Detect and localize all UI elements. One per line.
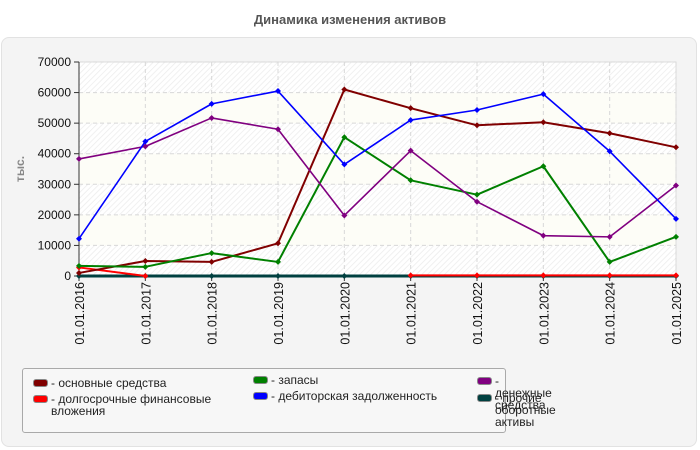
legend-items: - основные средства - долгосрочные финанс… bbox=[22, 368, 556, 433]
y-tick-label: 0 bbox=[64, 269, 71, 283]
x-tick-label: 01.01.2021 bbox=[405, 282, 419, 345]
plot-band bbox=[79, 92, 676, 124]
series-4 bbox=[76, 114, 679, 240]
legend-swatch-icon bbox=[477, 394, 492, 402]
plot-band bbox=[79, 62, 676, 93]
legend-label: - запасы bbox=[271, 373, 319, 387]
legend-label: - долгосрочные финансовые вложения bbox=[51, 392, 212, 418]
line-chart: 0 10000 20000 30000 40000 50000 60000 70000 тыс.… bbox=[13, 55, 684, 345]
legend-item: - запасы bbox=[253, 374, 318, 386]
y-tick-label: 10000 bbox=[38, 238, 72, 252]
legend-label: - прочие оборотные активы bbox=[495, 391, 556, 429]
y-tick-label: 30000 bbox=[38, 177, 72, 191]
legend-item: - денежные средства bbox=[477, 375, 552, 411]
plot-band bbox=[79, 214, 676, 246]
legend-item: - основные средства bbox=[33, 377, 166, 389]
legend-label: - денежные средства bbox=[495, 374, 552, 412]
legend bbox=[22, 368, 506, 433]
legend-swatch-icon bbox=[33, 379, 48, 387]
x-tick-label: 01.01.2022 bbox=[471, 282, 485, 345]
legend-swatch-icon bbox=[253, 392, 268, 400]
legend-swatch-icon bbox=[33, 395, 48, 403]
x-tick-label: 01.01.2024 bbox=[604, 282, 618, 345]
series-0 bbox=[76, 86, 679, 276]
legend-item: - прочие оборотные активы bbox=[477, 392, 556, 428]
legend-item: - долгосрочные финансовые вложения bbox=[33, 393, 211, 417]
chart-title: Динамика изменения активов bbox=[253, 12, 447, 27]
y-tick-label: 20000 bbox=[38, 208, 72, 222]
legend-swatch-icon bbox=[477, 377, 492, 385]
x-tick-label: 01.01.2020 bbox=[338, 282, 352, 345]
x-tick-label: 01.01.2018 bbox=[206, 282, 220, 345]
x-tick-label: 01.01.2025 bbox=[670, 282, 684, 345]
x-tick-label: 01.01.2023 bbox=[537, 282, 551, 345]
y-axis-label: тыс. bbox=[13, 156, 27, 182]
series-3 bbox=[76, 88, 679, 242]
y-tick-label: 40000 bbox=[38, 147, 72, 161]
legend-item: - дебиторская задолженность bbox=[253, 390, 437, 402]
legend-swatch-icon bbox=[253, 376, 268, 384]
plot-band bbox=[79, 184, 676, 215]
x-tick-label: 01.01.2016 bbox=[73, 282, 87, 345]
y-tick-label: 60000 bbox=[38, 86, 72, 100]
legend-label: - основные средства bbox=[51, 376, 167, 390]
series-1 bbox=[76, 264, 679, 279]
y-tick-label: 70000 bbox=[38, 55, 72, 69]
x-tick-label: 01.01.2019 bbox=[272, 282, 286, 345]
legend-label: - дебиторская задолженность bbox=[271, 389, 438, 403]
y-tick-label: 50000 bbox=[38, 116, 72, 130]
x-tick-label: 01.01.2017 bbox=[139, 282, 153, 345]
series-2 bbox=[76, 134, 679, 270]
